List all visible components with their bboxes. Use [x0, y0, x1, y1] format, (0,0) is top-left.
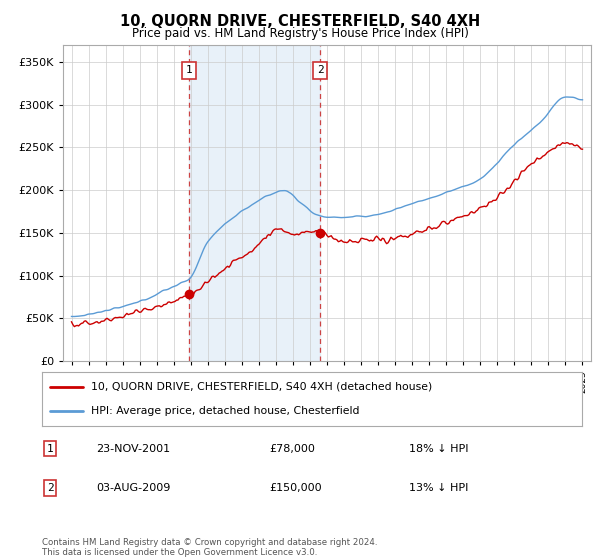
Text: HPI: Average price, detached house, Chesterfield: HPI: Average price, detached house, Ches… — [91, 406, 359, 416]
Text: 18% ↓ HPI: 18% ↓ HPI — [409, 444, 469, 454]
Text: 10, QUORN DRIVE, CHESTERFIELD, S40 4XH: 10, QUORN DRIVE, CHESTERFIELD, S40 4XH — [120, 14, 480, 29]
Text: 1: 1 — [47, 444, 53, 454]
Text: 23-NOV-2001: 23-NOV-2001 — [96, 444, 170, 454]
Text: 03-AUG-2009: 03-AUG-2009 — [96, 483, 170, 493]
Text: 1: 1 — [185, 66, 193, 76]
Text: 2: 2 — [317, 66, 323, 76]
Text: £78,000: £78,000 — [269, 444, 314, 454]
Bar — [189, 45, 320, 361]
Text: 2: 2 — [47, 483, 53, 493]
Text: Contains HM Land Registry data © Crown copyright and database right 2024.
This d: Contains HM Land Registry data © Crown c… — [42, 538, 377, 557]
Text: Price paid vs. HM Land Registry's House Price Index (HPI): Price paid vs. HM Land Registry's House … — [131, 27, 469, 40]
Text: £150,000: £150,000 — [269, 483, 322, 493]
Text: 10, QUORN DRIVE, CHESTERFIELD, S40 4XH (detached house): 10, QUORN DRIVE, CHESTERFIELD, S40 4XH (… — [91, 382, 432, 392]
Text: 13% ↓ HPI: 13% ↓ HPI — [409, 483, 469, 493]
